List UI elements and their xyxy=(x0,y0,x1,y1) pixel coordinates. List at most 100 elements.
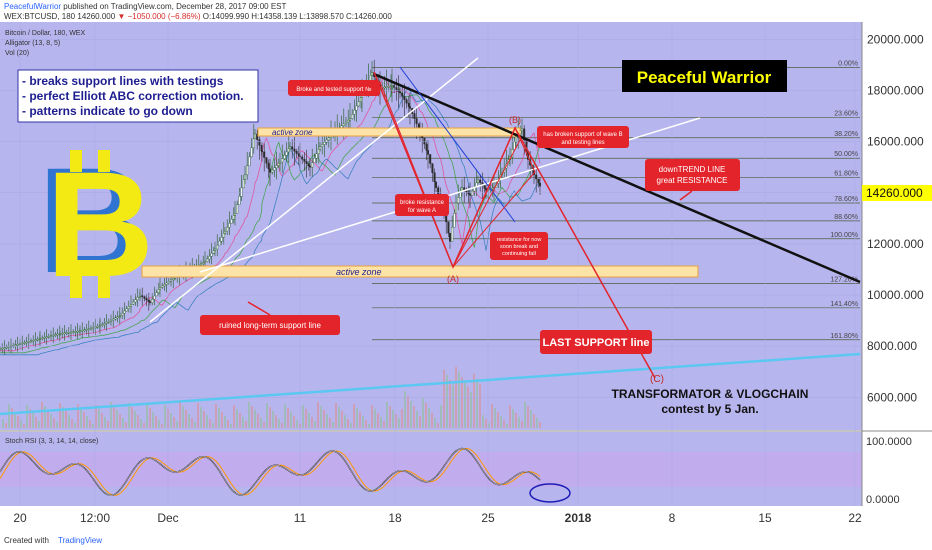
candle-body xyxy=(291,146,294,150)
candle-body xyxy=(449,232,452,242)
candle-body xyxy=(315,153,318,159)
volume-bar xyxy=(170,413,172,428)
volume-bar xyxy=(221,412,223,428)
candle-body xyxy=(230,219,233,224)
candle-body xyxy=(85,328,88,331)
volume-bar xyxy=(413,406,415,428)
price-axis[interactable] xyxy=(862,22,932,506)
candle-body xyxy=(213,248,216,251)
candle-body xyxy=(295,151,298,154)
candle-body xyxy=(407,102,410,107)
candle-body xyxy=(121,313,124,316)
candle-body xyxy=(289,146,292,149)
candle-body xyxy=(226,226,229,232)
active-zone-lower xyxy=(141,265,699,278)
author-link[interactable]: PeacefulWarrior xyxy=(4,2,62,11)
volume-bar xyxy=(296,420,298,428)
candle-body xyxy=(369,75,372,81)
x-tick-label: 25 xyxy=(481,511,495,525)
volume-bar xyxy=(119,414,121,428)
volume-bar xyxy=(20,420,22,428)
volume-bar xyxy=(356,408,358,428)
symbol-label: WEX:BTCUSD, 180 xyxy=(4,12,76,21)
broken-wave-b-label xyxy=(537,126,629,148)
ohlc-values: O:14099.990 H:14358.139 L:13898.570 C:14… xyxy=(202,12,392,21)
volume-bar xyxy=(116,410,118,428)
volume-bar xyxy=(140,419,142,428)
broke-support-label xyxy=(288,80,380,96)
volume-bar xyxy=(395,414,397,428)
volume-bar xyxy=(470,392,472,428)
candle-body xyxy=(423,137,426,145)
candle-body xyxy=(0,348,2,350)
candle-body xyxy=(317,148,320,154)
candle-body xyxy=(107,321,110,323)
volume-bar xyxy=(281,423,283,428)
volume-bar xyxy=(482,415,484,428)
bitcoin-logo-shadow: B xyxy=(38,136,146,304)
volume-bar xyxy=(314,421,316,428)
candle-body xyxy=(513,141,516,150)
volume-bar xyxy=(338,407,340,428)
volume-bar xyxy=(128,403,130,428)
volume-bar xyxy=(353,404,355,428)
fib-level-label: 61.80% xyxy=(834,170,858,177)
candle-body xyxy=(437,187,440,195)
candle-body xyxy=(203,261,206,263)
resistance-now-label xyxy=(490,232,548,260)
volume-bar xyxy=(95,405,97,428)
fib-level-label: 141.40% xyxy=(830,301,858,308)
candle-body xyxy=(267,162,270,169)
candle-body xyxy=(240,187,243,197)
candle-body xyxy=(287,148,290,153)
time-axis[interactable] xyxy=(0,506,932,530)
volume-bar xyxy=(224,416,226,428)
volume-bar xyxy=(80,408,82,428)
note-line-1: - breaks support lines with testings xyxy=(22,74,224,88)
candle-body xyxy=(537,178,540,184)
volume-bar xyxy=(14,412,16,428)
volume-bar xyxy=(374,409,376,428)
candle-body xyxy=(74,331,77,333)
candle-body xyxy=(238,196,241,205)
fib-level-label: 100.00% xyxy=(830,232,858,239)
volume-bar xyxy=(461,377,463,428)
volume-bar xyxy=(104,417,106,428)
volume-bar xyxy=(35,417,37,428)
candle-body xyxy=(143,296,146,299)
volume-bar xyxy=(101,413,103,428)
candle-body xyxy=(447,221,450,234)
x-tick-label: Dec xyxy=(157,511,178,525)
volume-bar xyxy=(302,405,304,428)
candle-body xyxy=(269,168,272,173)
candle-body xyxy=(161,285,164,288)
candle-body xyxy=(76,330,79,333)
candle-body xyxy=(50,335,53,337)
volume-bar xyxy=(137,415,139,428)
bitcoin-logo-bar-1 xyxy=(70,150,82,172)
candle-body xyxy=(30,340,33,343)
candle-body xyxy=(16,344,19,346)
broken-wave-b-text-2: and testing lines xyxy=(561,140,604,146)
candle-body xyxy=(433,172,436,183)
tradingview-link[interactable]: TradingView xyxy=(58,536,103,545)
volume-bar xyxy=(284,404,286,428)
volume-bar xyxy=(407,396,409,428)
x-tick-label: 15 xyxy=(758,511,772,525)
candle-body xyxy=(81,330,84,332)
candle-body xyxy=(253,133,256,140)
volume-bar xyxy=(125,422,127,428)
volume-bar xyxy=(92,424,94,428)
candle-body xyxy=(429,154,432,164)
candle-body xyxy=(39,338,42,340)
volume-bar xyxy=(179,402,181,428)
candle-body xyxy=(3,347,6,349)
candle-body xyxy=(427,150,430,155)
broke-support-text: Broke and tested support № xyxy=(296,86,371,93)
fib-level-label: 161.80% xyxy=(830,333,858,340)
price-chart[interactable]: 0.00% 23.60% 38.20% 50.00% 61.80% 78.60% 88.60… xyxy=(0,22,932,530)
candle-body xyxy=(228,223,231,228)
volume-bar xyxy=(83,412,85,428)
volume-bar xyxy=(158,420,160,428)
footer: Created with TradingView xyxy=(0,530,932,550)
